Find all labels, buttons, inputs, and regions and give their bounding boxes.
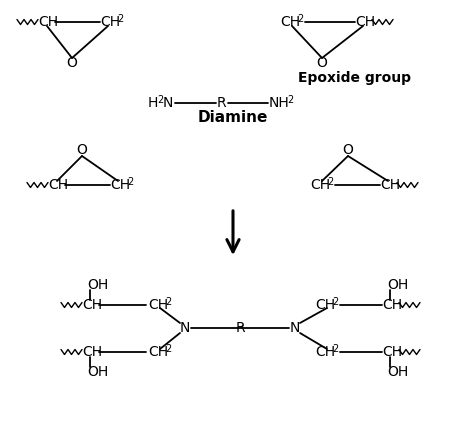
Text: 2: 2 (297, 14, 303, 24)
Text: 2: 2 (327, 177, 333, 187)
Text: CH: CH (382, 298, 402, 312)
Text: OH: OH (387, 278, 408, 292)
Text: 2: 2 (332, 344, 338, 354)
Text: 2: 2 (127, 177, 133, 187)
Text: 2: 2 (332, 297, 338, 307)
Text: Diamine: Diamine (198, 111, 268, 125)
Text: N: N (180, 321, 190, 335)
Text: R: R (235, 321, 245, 335)
Text: CH: CH (310, 178, 330, 192)
Text: CH: CH (148, 345, 168, 359)
Text: R: R (217, 96, 226, 110)
Text: O: O (77, 143, 87, 157)
Text: 2: 2 (157, 95, 163, 105)
Text: NH: NH (269, 96, 290, 110)
Text: N: N (163, 96, 173, 110)
Text: CH: CH (280, 15, 300, 29)
Text: CH: CH (82, 298, 102, 312)
Text: 2: 2 (287, 95, 293, 105)
Text: O: O (343, 143, 354, 157)
Text: 2: 2 (117, 14, 123, 24)
Text: CH: CH (148, 298, 168, 312)
Text: CH: CH (38, 15, 58, 29)
Text: CH: CH (315, 345, 335, 359)
Text: O: O (67, 56, 78, 70)
Text: CH: CH (100, 15, 120, 29)
Text: O: O (317, 56, 327, 70)
Text: OH: OH (87, 278, 108, 292)
Text: OH: OH (387, 365, 408, 379)
Text: CH: CH (82, 345, 102, 359)
Text: CH: CH (48, 178, 68, 192)
Text: 2: 2 (165, 297, 171, 307)
Text: Epoxide group: Epoxide group (298, 71, 411, 85)
Text: N: N (290, 321, 300, 335)
Text: 2: 2 (165, 344, 171, 354)
Text: CH: CH (110, 178, 130, 192)
Text: H: H (148, 96, 158, 110)
Text: CH: CH (382, 345, 402, 359)
Text: CH: CH (315, 298, 335, 312)
Text: CH: CH (380, 178, 400, 192)
Text: CH: CH (355, 15, 375, 29)
Text: OH: OH (87, 365, 108, 379)
